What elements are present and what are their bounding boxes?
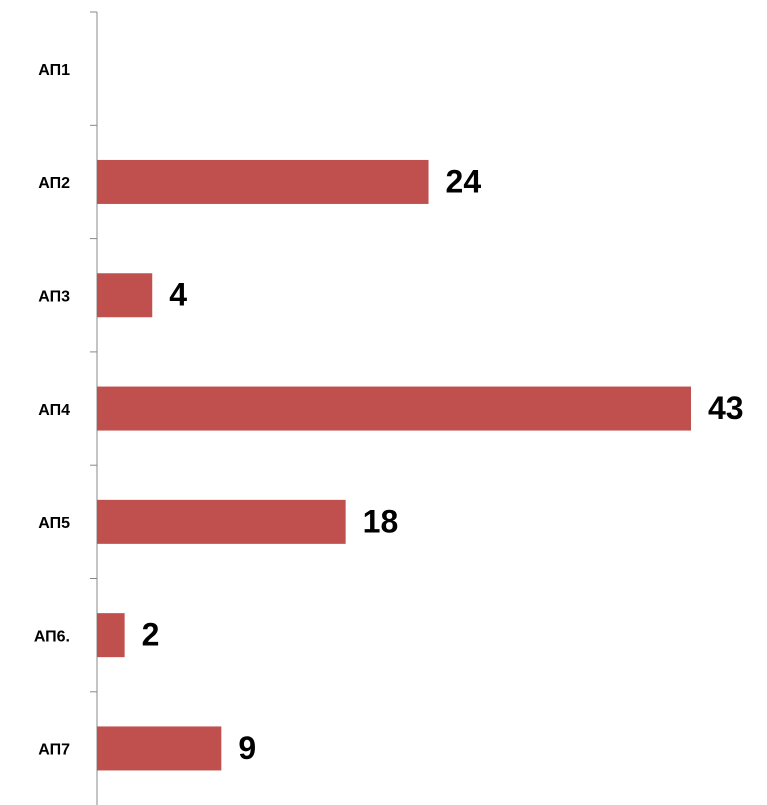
data-label: 2: [142, 617, 160, 653]
data-label: 18: [363, 503, 399, 539]
bar: [97, 726, 222, 771]
bar: [97, 386, 691, 431]
bar: [97, 159, 429, 204]
y-tick-label: АП7: [38, 742, 70, 759]
bar: [97, 613, 125, 658]
y-tick-label: АП6.: [34, 628, 70, 645]
y-tick-label: АП5: [38, 515, 70, 532]
data-label: 43: [708, 390, 744, 426]
data-label: 4: [169, 277, 187, 313]
data-label: 9: [238, 730, 256, 766]
y-tick-label: АП3: [38, 288, 70, 305]
y-tick-label: АП1: [38, 62, 70, 79]
y-tick-label: АП2: [38, 175, 70, 192]
bar: [97, 499, 346, 544]
data-label: 24: [446, 163, 482, 199]
y-tick-label: АП4: [38, 402, 70, 419]
bar: [97, 273, 153, 318]
